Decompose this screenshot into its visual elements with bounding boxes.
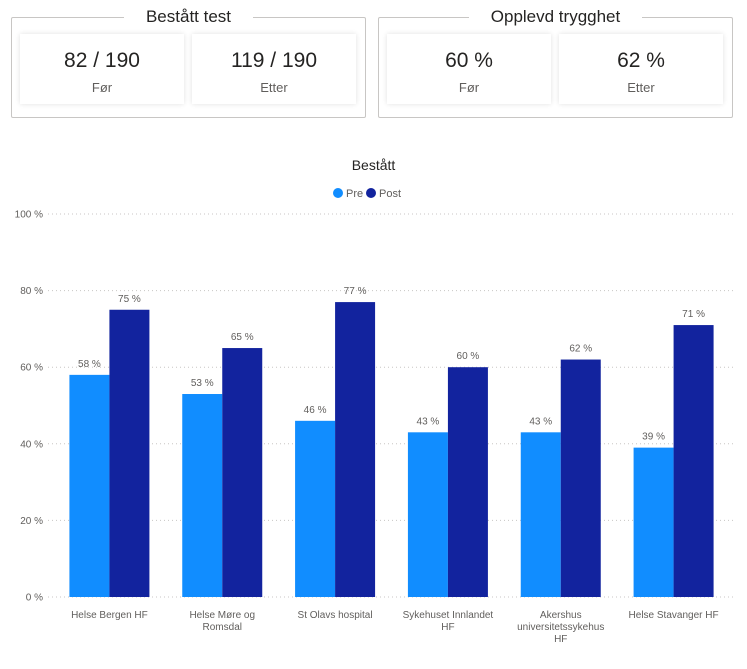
- data-label-pre: 58 %: [78, 359, 101, 370]
- legend-marker-pre: [333, 188, 343, 198]
- legend-marker-post: [366, 188, 376, 198]
- bar-post[interactable]: [673, 325, 714, 597]
- x-category-label: HF: [441, 622, 454, 633]
- bar-post[interactable]: [222, 348, 263, 597]
- bar-pre[interactable]: [69, 374, 110, 597]
- passed-before-label: Før: [91, 80, 113, 95]
- x-category-label: Helse Bergen HF: [71, 610, 148, 621]
- data-label-post: 62 %: [569, 344, 592, 355]
- data-label-pre: 39 %: [642, 432, 665, 443]
- passed-after-label: Etter: [260, 80, 288, 95]
- y-tick-label: 40 %: [20, 439, 43, 450]
- passed-after-value: 119 / 190: [230, 49, 318, 72]
- passed-test-group: Bestått test 82 / 190 Før 119 / 190 Ette…: [11, 7, 366, 118]
- data-label-post: 65 %: [231, 332, 254, 343]
- bar-pre[interactable]: [633, 447, 674, 597]
- bar-pre[interactable]: [407, 432, 448, 597]
- passed-after-card[interactable]: 119 / 190 Etter: [192, 34, 356, 104]
- bar-post[interactable]: [560, 359, 601, 597]
- safety-after-card[interactable]: 62 % Etter: [559, 34, 723, 104]
- safety-after-value: 62 %: [617, 49, 665, 72]
- safety-before-card[interactable]: 60 % Før: [387, 34, 551, 104]
- x-category-label: Romsdal: [203, 622, 242, 633]
- safety-before-label: Før: [458, 80, 480, 95]
- y-tick-label: 0 %: [26, 593, 43, 604]
- y-tick-label: 60 %: [20, 363, 43, 374]
- data-label-post: 60 %: [457, 351, 480, 362]
- safety-after-label: Etter: [627, 80, 655, 95]
- perceived-safety-group: Opplevd trygghet 60 % Før 62 % Etter: [378, 7, 733, 118]
- bar-post[interactable]: [109, 309, 150, 597]
- passed-test-title: Bestått test: [123, 7, 254, 26]
- passed-before-card[interactable]: 82 / 190 Før: [20, 34, 184, 104]
- chart-title: Bestått: [351, 157, 396, 173]
- data-label-pre: 43 %: [529, 416, 552, 427]
- perceived-safety-title: Opplevd trygghet: [468, 7, 643, 26]
- data-label-pre: 46 %: [304, 405, 327, 416]
- x-category-label: universitetssykehus: [517, 622, 604, 633]
- x-category-label: Helse Stavanger HF: [629, 610, 719, 621]
- bar-pre[interactable]: [520, 432, 561, 597]
- legend-label-post: Post: [379, 188, 401, 200]
- data-label-post: 77 %: [344, 286, 367, 297]
- x-category-label: St Olavs hospital: [298, 610, 373, 621]
- y-tick-label: 20 %: [20, 516, 43, 527]
- x-category-label: Helse Møre og: [189, 610, 255, 621]
- data-label-pre: 53 %: [191, 378, 214, 389]
- x-category-label: Akershus: [540, 610, 582, 621]
- bar-post[interactable]: [335, 302, 376, 597]
- bar-pre[interactable]: [182, 394, 223, 597]
- bar-pre[interactable]: [295, 420, 336, 597]
- legend-label-pre: Pre: [346, 188, 363, 200]
- y-tick-label: 100 %: [15, 210, 43, 221]
- x-category-label: Sykehuset Innlandet: [403, 610, 494, 621]
- data-label-post: 71 %: [682, 309, 705, 320]
- x-category-label: HF: [554, 634, 567, 645]
- y-tick-label: 80 %: [20, 286, 43, 297]
- safety-before-value: 60 %: [445, 49, 493, 72]
- data-label-post: 75 %: [118, 294, 141, 305]
- bar-post[interactable]: [447, 367, 488, 597]
- data-label-pre: 43 %: [417, 416, 440, 427]
- passed-before-value: 82 / 190: [64, 49, 140, 72]
